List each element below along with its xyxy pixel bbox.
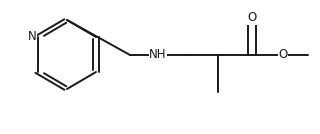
Text: O: O — [278, 49, 288, 62]
Text: N: N — [28, 31, 36, 44]
Text: O: O — [247, 12, 257, 25]
Text: NH: NH — [149, 49, 167, 62]
